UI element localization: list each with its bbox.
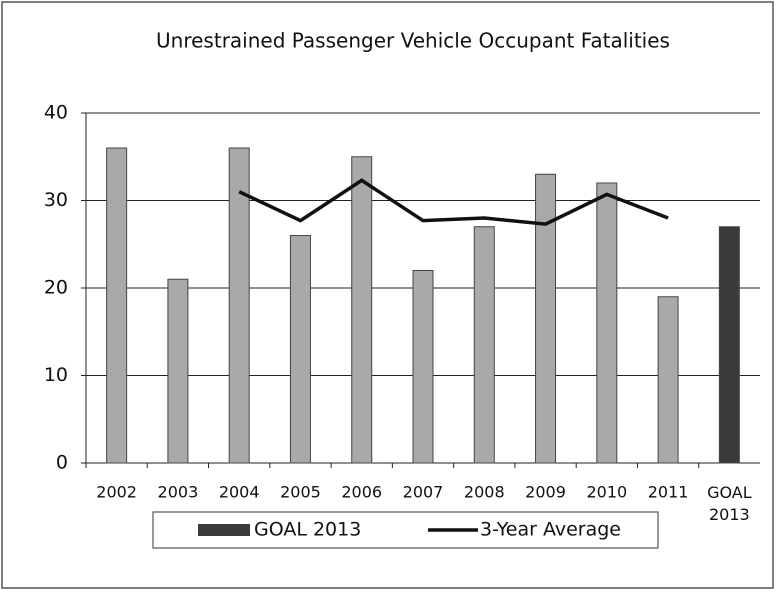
bar	[535, 173, 557, 464]
legend-swatch	[198, 524, 250, 536]
bar	[657, 296, 679, 464]
x-tick-label: 2005	[280, 483, 321, 502]
bar	[718, 226, 740, 464]
x-tick-label: 2003	[158, 483, 199, 502]
y-tick-label: 0	[56, 452, 68, 474]
x-tick-label: GOAL 2013	[707, 483, 752, 524]
x-tick-label: 2002	[96, 483, 137, 502]
bar	[289, 235, 311, 464]
x-tick-label: 2009	[525, 483, 566, 502]
bar	[106, 147, 128, 464]
x-tick-label: 2006	[341, 483, 382, 502]
x-tick-label: 2004	[219, 483, 260, 502]
x-tick-label: 2010	[586, 483, 627, 502]
bar	[596, 182, 618, 464]
chart-title: Unrestrained Passenger Vehicle Occupant …	[156, 29, 670, 53]
legend-label: 3-Year Average	[480, 519, 621, 541]
bar	[412, 270, 434, 464]
y-tick-label: 40	[44, 102, 68, 124]
y-tick-label: 10	[44, 364, 68, 386]
bar	[351, 156, 373, 464]
bar	[167, 278, 189, 464]
line	[238, 178, 669, 226]
bar	[228, 147, 250, 464]
x-tick-label: 2007	[403, 483, 444, 502]
x-tick-label: 2011	[648, 483, 689, 502]
bar	[473, 226, 495, 464]
y-tick-label: 20	[44, 277, 68, 299]
x-tick-label: 2008	[464, 483, 505, 502]
y-tick-label: 30	[44, 189, 68, 211]
legend-label: GOAL 2013	[254, 519, 361, 541]
